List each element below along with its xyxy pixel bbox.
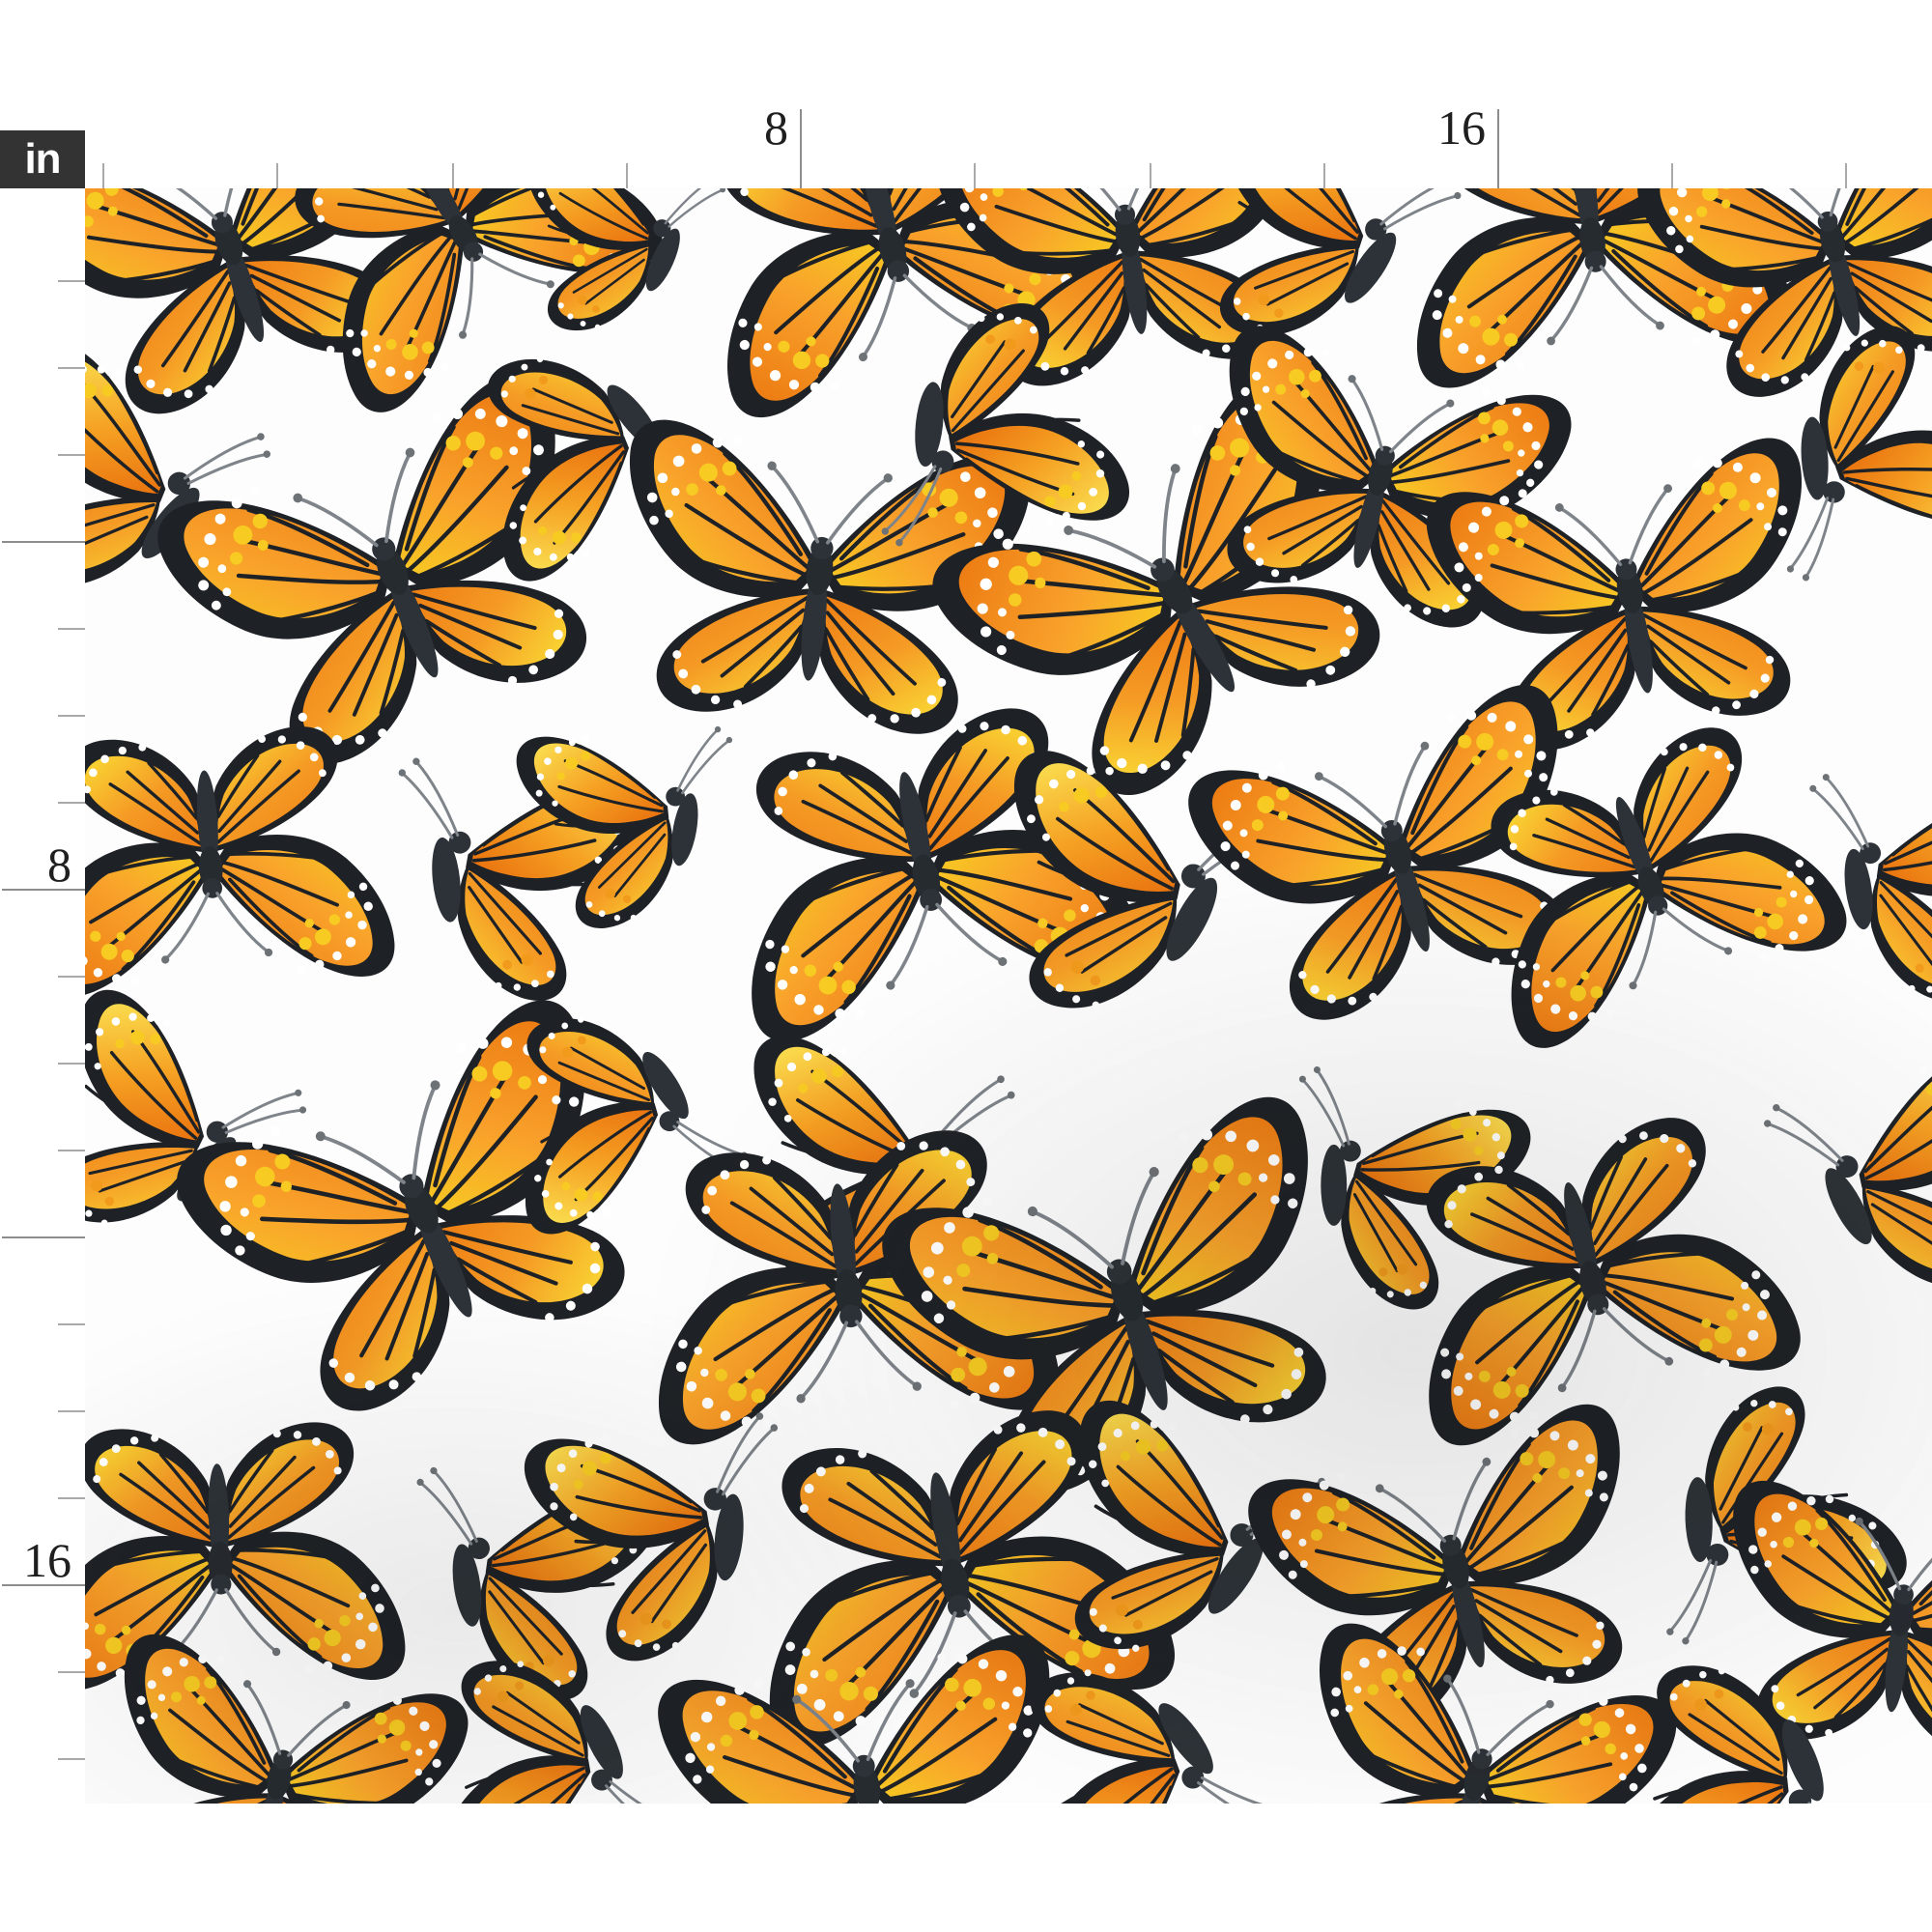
ruler-tick-minor xyxy=(1150,163,1151,188)
ruler-tick-minor xyxy=(626,163,628,188)
ruler-label-horizontal: 16 xyxy=(1437,100,1486,155)
ruler-tick-minor xyxy=(58,802,85,804)
ruler-tick-minor xyxy=(58,1323,85,1325)
ruler-label-horizontal: 8 xyxy=(764,100,788,155)
ruler-tick-minor xyxy=(58,976,85,978)
ruler-tick-minor xyxy=(58,1150,85,1151)
ruler-tick-minor xyxy=(58,715,85,717)
inches-unit-badge: in xyxy=(0,130,85,188)
ruler-tick-minor xyxy=(58,1410,85,1412)
ruler-tick-minor xyxy=(58,628,85,630)
ruler-tick-minor xyxy=(58,1671,85,1673)
ruler-tick-minor xyxy=(974,163,976,188)
ruler-tick-minor xyxy=(58,280,85,282)
ruler-tick-major xyxy=(1497,109,1499,188)
ruler-tick-major xyxy=(2,541,85,543)
unit-label: in xyxy=(24,135,61,183)
ruler-tick-minor xyxy=(276,163,278,188)
vertical-ruler: 8 16 xyxy=(0,188,85,1806)
ruler-tick-minor xyxy=(58,1497,85,1499)
ruler-tick-major xyxy=(800,109,802,188)
ruler-tick-major xyxy=(2,1236,85,1238)
ruler-tick-minor xyxy=(1845,163,1847,188)
ruler-tick-minor xyxy=(58,1063,85,1065)
ruler-tick-minor xyxy=(58,1758,85,1760)
ruler-tick-major xyxy=(2,889,85,891)
ruler-tick-major xyxy=(2,1584,85,1586)
ruler-label-vertical: 8 xyxy=(47,838,71,892)
ruler-tick-minor xyxy=(102,163,104,188)
horizontal-ruler: 8 16 xyxy=(85,87,1932,188)
ruler-tick-minor xyxy=(1323,163,1325,188)
ruler-tick-minor xyxy=(58,454,85,456)
ruler-tick-minor xyxy=(1671,163,1673,188)
butterfly-pattern-canvas xyxy=(85,188,1932,1804)
ruler-tick-minor xyxy=(58,367,85,369)
ruler-label-vertical: 16 xyxy=(23,1533,71,1587)
monarch-butterfly-fabric-swatch[interactable] xyxy=(85,188,1932,1804)
ruler-tick-minor xyxy=(452,163,454,188)
